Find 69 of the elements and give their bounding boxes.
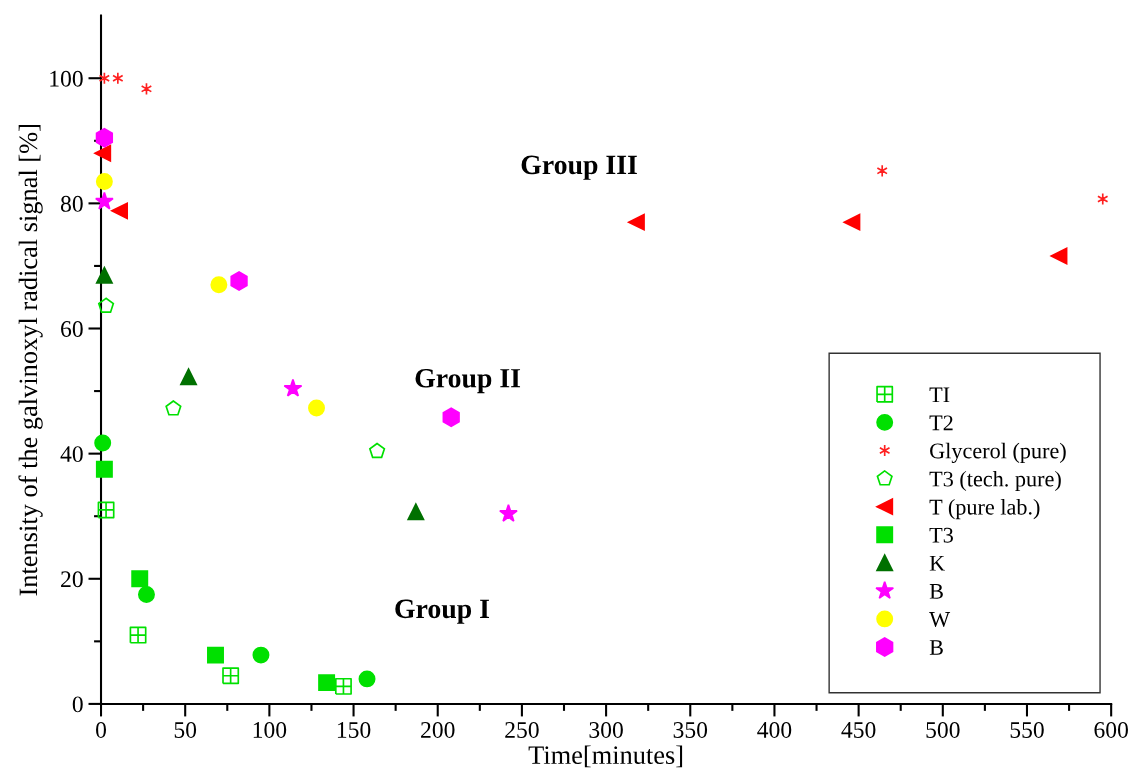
- point: [407, 503, 425, 521]
- point: [129, 626, 147, 644]
- y-tick-label: 100: [50, 70, 83, 87]
- point: [94, 191, 114, 210]
- point: [358, 670, 376, 688]
- point: [843, 213, 861, 231]
- point: [97, 297, 115, 313]
- y-tick-label: 20: [61, 571, 83, 588]
- point: [442, 407, 460, 428]
- legend-label: B: [929, 640, 943, 655]
- y-tick-label: 80: [60, 195, 83, 212]
- x-tick-label: 200: [421, 721, 455, 738]
- legend-label: W: [929, 612, 951, 628]
- annotation: Group III: [521, 155, 637, 180]
- x-tick-label: 300: [589, 721, 623, 738]
- point: [876, 164, 888, 178]
- legend-label: TI: [929, 387, 950, 403]
- point: [207, 646, 224, 664]
- x-tick-label: 100: [253, 721, 287, 738]
- legend-label: B: [929, 584, 943, 599]
- legend-label: T2: [929, 415, 953, 431]
- x-axis-title: Time[minutes]: [528, 745, 683, 768]
- point: [334, 677, 352, 695]
- point: [230, 271, 248, 291]
- point: [111, 202, 129, 220]
- point: [112, 71, 124, 85]
- point: [95, 172, 113, 190]
- point: [1097, 192, 1109, 206]
- point: [369, 442, 386, 459]
- x-tick-label: 50: [174, 721, 197, 738]
- point: [95, 460, 113, 478]
- point: [131, 570, 149, 588]
- y-tick-label: 60: [61, 320, 83, 337]
- x-tick-label: 550: [1010, 721, 1044, 738]
- point: [94, 144, 112, 162]
- x-tick-label: 400: [757, 721, 792, 738]
- x-tick-label: 500: [926, 721, 960, 738]
- x-tick-label: 600: [1094, 721, 1128, 738]
- point: [308, 399, 325, 417]
- legend-label: T (pure lab.): [929, 498, 1040, 520]
- x-tick-label: 350: [673, 721, 708, 738]
- point: [499, 503, 518, 522]
- y-axis-title: Intensity of the galvinoxyl radical signal [%]: [18, 125, 43, 596]
- point: [1050, 247, 1068, 265]
- legend-label: T3: [929, 527, 953, 543]
- point: [95, 127, 114, 148]
- point: [283, 378, 303, 397]
- x-tick-label: 150: [337, 721, 371, 738]
- point: [210, 276, 228, 294]
- x-tick-label: 250: [505, 721, 539, 738]
- x-tick-label: 0: [96, 721, 107, 738]
- y-tick-label: 40: [60, 446, 83, 463]
- point: [180, 368, 198, 386]
- point: [222, 667, 240, 685]
- point: [137, 585, 155, 603]
- annotation: Group II: [415, 368, 521, 394]
- legend-label: T3 (tech. pure): [929, 470, 1061, 492]
- point: [94, 434, 112, 452]
- annotation: Group I: [395, 599, 490, 624]
- point: [318, 674, 336, 692]
- point: [97, 501, 115, 519]
- point: [165, 400, 182, 416]
- point: [627, 213, 645, 231]
- legend-label: K: [929, 555, 945, 571]
- point: [252, 646, 270, 664]
- legend-label: Glycerol (pure): [930, 442, 1066, 464]
- point: [95, 266, 113, 284]
- x-tick-label: 450: [841, 721, 876, 738]
- y-tick-label: 0: [72, 696, 83, 713]
